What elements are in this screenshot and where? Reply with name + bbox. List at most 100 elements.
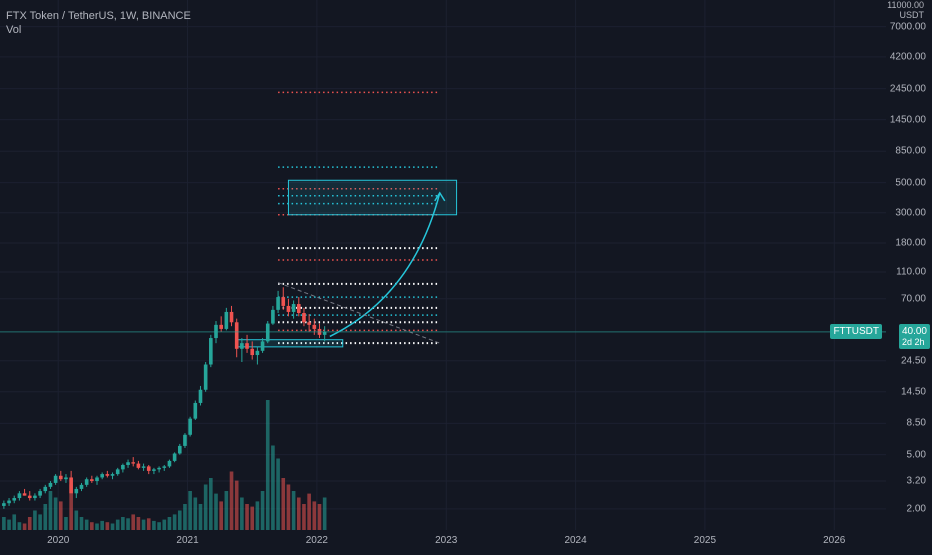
arrow-head [434,191,446,202]
volume-indicator-label[interactable]: Vol [6,24,22,36]
volume-bar [43,504,48,530]
candle-body [240,343,244,349]
symbol-title[interactable]: FTX Token / TetherUS, 1W, BINANCE [6,10,191,22]
volume-bar [136,517,141,530]
candle-body [141,466,146,468]
candle-body [265,323,270,342]
candle-body [121,464,125,470]
volume-bar [312,501,317,530]
price-tick: 500.00 [895,177,926,189]
candle-body [250,348,255,356]
price-tick: 24.50 [900,355,926,367]
candle-body [271,309,275,324]
volume-bar [27,517,32,530]
candle-body [136,463,141,468]
drawing-boxes [236,179,458,348]
horizontal-levels [278,91,440,345]
volume-bar [17,522,22,530]
price-tick: 110.00 [896,266,926,278]
time-tick: 2026 [823,535,846,546]
candle-body [48,482,53,487]
volume-bar [188,491,192,530]
candle-body [17,493,22,499]
volume-bar [203,484,208,530]
volume-bar [69,484,73,530]
candle-body [312,324,317,329]
candle-body [276,297,280,310]
volume-bar [167,517,172,530]
volume-bar [234,480,239,530]
volume-bar [240,497,244,530]
drawing-box [287,179,458,216]
candle-body [105,474,110,476]
candle-body [146,466,151,471]
candle-body [115,469,120,475]
volume-bar [229,471,234,530]
volume-bar [115,519,120,530]
candle-body [100,474,104,478]
volume-bar [121,517,125,530]
volume-bar [7,519,11,530]
symbol-price-badge: FTTUSDT [830,323,882,339]
volume-bar [265,400,270,530]
candle-body [167,460,172,467]
candle-body [12,498,17,501]
volume-bar [2,517,6,530]
candle-body [229,311,234,323]
grid [0,0,886,530]
candle-body [209,338,213,365]
projection-drawings [277,191,446,344]
candle-body [74,488,79,494]
candle-body [90,479,94,482]
volume-bar [157,522,161,530]
price-tick: 1450.00 [889,114,926,126]
volume-bar [286,484,291,530]
volume-bar [172,514,177,530]
price-axis-top-tick: 11000.00 [887,0,924,10]
volume-bar [131,514,136,530]
current-price-badge: 40.00 2d 2h [898,323,930,349]
volume-bar [162,519,167,530]
candle-body [302,312,306,323]
volume-bar [146,518,151,530]
candle-body [198,389,203,403]
price-tick: 2450.00 [889,83,926,95]
volume-bar [198,504,203,530]
volume-bar [74,510,79,530]
candle-body [157,467,161,470]
volume-bar [209,478,213,530]
volume-bar [219,501,223,530]
candle-body [203,364,208,390]
trend-line [277,282,440,344]
volume-bar [291,491,296,530]
candle-body [281,297,286,306]
volume-bar [322,497,327,530]
volume-bar [302,504,306,530]
price-tick: 70.00 [900,293,926,305]
volume-bar [95,523,99,530]
candle-body [162,466,167,468]
candle-body [307,322,311,325]
volume-bar [224,491,229,530]
candle-body [188,418,192,435]
volume-bar [90,522,94,530]
candle-body [234,322,239,349]
price-axis-currency: USDT [899,10,925,20]
volume-bar [250,506,255,530]
candle-body [43,486,48,492]
time-tick: 2024 [564,535,587,546]
candle-body [110,474,115,476]
volume-bar [12,514,17,530]
time-tick: 2023 [435,535,458,546]
candle-body [260,341,265,351]
volume-bar [271,445,275,530]
candle-body [131,462,136,464]
price-axis[interactable]: 11000.00 USDT 7000.00 4200.00 2450.00 1450.… [886,0,932,530]
candle-body [224,311,229,329]
price-tick: 4200.00 [889,51,926,63]
time-axis[interactable]: 2020 2021 2022 2023 2024 2025 2026 [0,530,886,550]
volume-bar [317,504,322,530]
volume-bar [58,501,63,530]
